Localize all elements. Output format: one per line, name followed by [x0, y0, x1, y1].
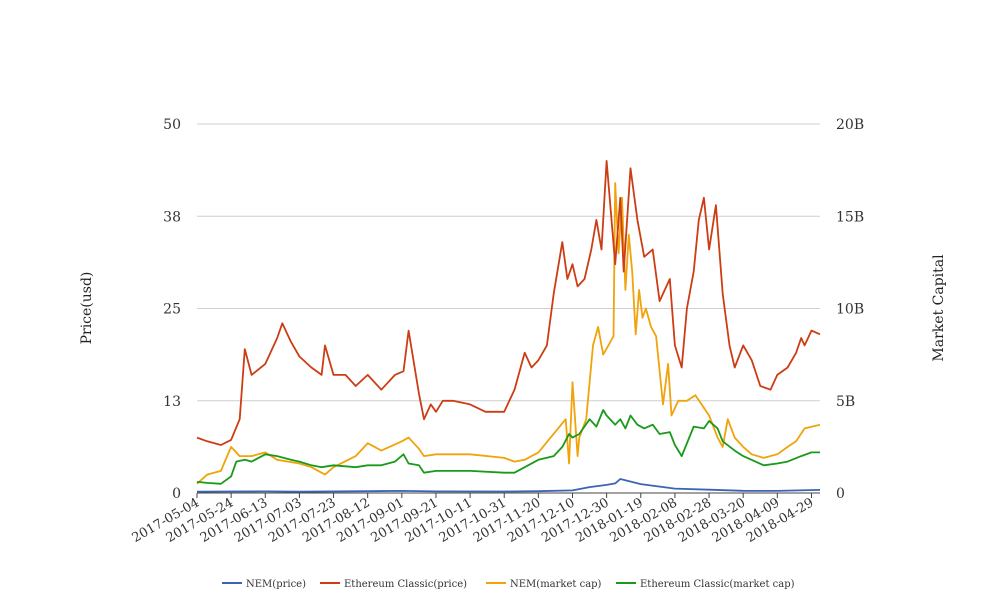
y-right-tick-label: 10B: [836, 302, 864, 318]
series-lines: [196, 159, 821, 493]
y-axis-right-title: Market Capital: [931, 254, 947, 362]
y-axis-left-title: Price(usd): [79, 272, 95, 345]
legend-item[interactable]: Ethereum Classic(market cap): [616, 579, 795, 590]
y-right-tick-label: 5B: [836, 394, 855, 410]
y-axis-right: 0 5B 10B 15B 20B: [836, 117, 864, 502]
series-line-nem-cap: [196, 182, 821, 485]
x-axis: 2017-05-042017-05-242017-06-132017-07-03…: [130, 493, 816, 546]
y-right-tick-label: 15B: [836, 209, 864, 225]
y-left-tick-label: 38: [163, 209, 181, 225]
y-left-tick-label: 25: [163, 302, 181, 318]
y-left-tick-label: 50: [163, 117, 181, 133]
legend-label: NEM(market cap): [510, 579, 602, 590]
legend-item[interactable]: NEM(price): [222, 579, 306, 590]
legend-label: Ethereum Classic(market cap): [640, 579, 795, 590]
series-line-etc-price: [196, 159, 821, 446]
y-left-tick-label: 0: [172, 486, 181, 502]
y-axis-left: 0 13 25 38 50: [163, 117, 181, 502]
gridlines: [197, 123, 820, 494]
series-line-etc-cap: [196, 409, 820, 485]
legend-item[interactable]: Ethereum Classic(price): [320, 579, 467, 590]
y-right-tick-label: 0: [836, 486, 845, 502]
legend-item[interactable]: NEM(market cap): [486, 579, 602, 590]
legend-label: Ethereum Classic(price): [344, 579, 467, 590]
y-left-tick-label: 13: [163, 394, 181, 410]
series-line-nem-price: [196, 478, 821, 493]
legend: NEM(price) Ethereum Classic(price) NEM(mar…: [222, 579, 795, 590]
y-right-tick-label: 20B: [836, 117, 864, 133]
legend-label: NEM(price): [246, 579, 306, 590]
